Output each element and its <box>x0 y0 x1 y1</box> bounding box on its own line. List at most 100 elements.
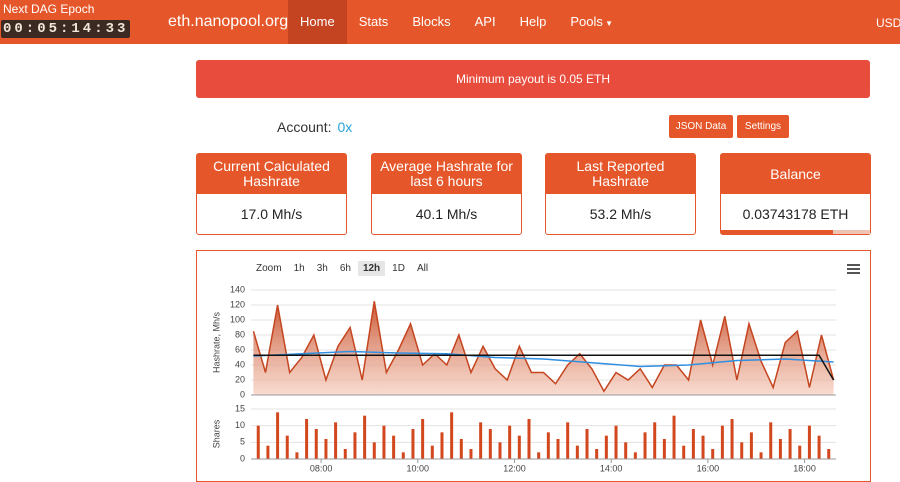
y-tick-label: 10 <box>235 420 245 430</box>
bar <box>720 425 724 459</box>
bar <box>711 449 715 459</box>
bar <box>295 452 299 459</box>
y-tick-label: 140 <box>230 284 245 294</box>
dag-timer: 00:05:14:33 <box>1 20 131 38</box>
y-tick-label: 100 <box>230 314 245 324</box>
bar <box>430 445 434 459</box>
y-axis-label: Shares <box>211 419 221 448</box>
x-tick-label: 16:00 <box>697 463 720 473</box>
chart: Hashrate, Mh/s 0 20 40 60 80 100 120 140 Shares 0 5… <box>211 284 836 473</box>
bar <box>392 435 396 459</box>
nav-item[interactable]: Pools ▼ <box>570 14 613 29</box>
bar <box>488 429 492 459</box>
brand[interactable]: eth.nanopool.org <box>168 13 289 30</box>
card-value: 0.03743178 ETH <box>742 206 849 222</box>
area-fill <box>253 301 834 395</box>
y-tick-label: 0 <box>240 453 245 463</box>
bar <box>691 429 695 459</box>
bar <box>479 422 483 459</box>
x-tick-label: 10:00 <box>407 463 430 473</box>
card-title: Last Reported Hashrate <box>546 154 695 194</box>
zoom-button[interactable]: 1D <box>392 263 405 274</box>
nav-item[interactable]: Help <box>519 14 547 29</box>
line <box>253 350 834 368</box>
bar <box>266 445 270 459</box>
zoom-button[interactable]: All <box>416 263 429 274</box>
bar <box>624 442 628 459</box>
bar <box>595 449 599 459</box>
zoom-button[interactable]: 12h <box>357 261 386 276</box>
bar <box>411 429 415 459</box>
y-tick-label: 20 <box>235 374 245 384</box>
y-tick-label: 40 <box>235 359 245 369</box>
bar <box>575 445 579 459</box>
line <box>253 354 835 381</box>
bar <box>643 432 647 459</box>
bar <box>759 452 763 459</box>
progress-fill <box>721 230 833 234</box>
bar <box>778 439 782 459</box>
bar <box>807 425 811 459</box>
bar <box>701 435 705 459</box>
chart-menu[interactable] <box>847 264 860 276</box>
bar <box>498 442 502 459</box>
bar <box>682 445 686 459</box>
bar <box>633 452 637 459</box>
nav-item[interactable]: Blocks <box>412 14 451 29</box>
bar <box>537 452 541 459</box>
stat-card: Average Hashrate for last 6 hours 40.1 Mh… <box>371 153 522 235</box>
bar <box>401 452 405 459</box>
y-axis-label: Hashrate, Mh/s <box>211 311 221 373</box>
bar <box>730 419 734 459</box>
x-tick-label: 18:00 <box>793 463 816 473</box>
bar <box>662 439 666 459</box>
bar <box>672 415 676 459</box>
nav-item[interactable]: Stats <box>358 14 389 29</box>
nav-items: Home Stats Blocks API Help Pools ▼ <box>288 0 625 44</box>
x-tick-label: 12:00 <box>503 463 526 473</box>
card-value: 17.0 Mh/s <box>240 206 303 222</box>
y-tick-label: 15 <box>235 403 245 413</box>
card-value: 53.2 Mh/s <box>589 206 652 222</box>
zoom-button[interactable]: 1h <box>293 263 305 274</box>
bar <box>740 442 744 459</box>
account-value[interactable]: 0x <box>337 119 353 135</box>
stat-card: Last Reported Hashrate 53.2 Mh/s <box>545 153 696 235</box>
zoom-button[interactable]: 6h <box>339 263 351 274</box>
nav-item[interactable]: Home <box>288 0 347 44</box>
account-label: Account: <box>277 119 332 135</box>
zoom-button[interactable]: 3h <box>316 263 328 274</box>
bar <box>459 439 463 459</box>
bar <box>314 429 318 459</box>
bar <box>788 429 792 459</box>
bar <box>769 422 773 459</box>
chart-panel: Zoom 1h 3h 6h 12h 1D All Hashrate, Mh/s 0 20 40 60… <box>196 250 871 482</box>
bar <box>363 415 367 459</box>
bar <box>827 449 831 459</box>
bar <box>324 439 328 459</box>
y-tick-label: 5 <box>240 437 245 447</box>
bar <box>604 435 608 459</box>
account: Account: 0x <box>277 119 352 135</box>
bar <box>334 422 338 459</box>
bar <box>749 432 753 459</box>
currency[interactable]: USD <box>876 16 900 30</box>
bar <box>343 449 347 459</box>
bar <box>372 442 376 459</box>
progress-bar <box>721 230 870 234</box>
bar <box>469 449 473 459</box>
x-tick-label: 14:00 <box>600 463 623 473</box>
json-button[interactable]: JSON Data <box>669 115 733 138</box>
bar <box>556 439 560 459</box>
settings-button[interactable]: Settings <box>737 115 789 138</box>
bar <box>353 432 357 459</box>
area-line <box>252 301 835 393</box>
nav-item[interactable]: API <box>474 14 496 29</box>
stat-card: Current Calculated Hashrate 17.0 Mh/s <box>196 153 347 235</box>
bar <box>527 419 531 459</box>
bar <box>566 422 570 459</box>
stat-card: Balance 0.03743178 ETH <box>720 153 871 235</box>
bar <box>450 412 454 459</box>
bar <box>546 432 550 459</box>
